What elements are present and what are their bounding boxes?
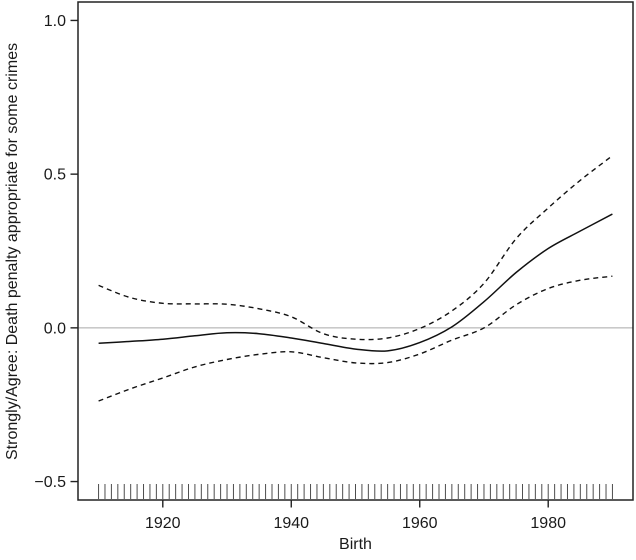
y-tick-label: 0.0 — [44, 320, 66, 337]
y-tick-label: 0.5 — [44, 167, 66, 184]
x-tick-label: 1920 — [145, 515, 181, 532]
upper-confidence-band-curve — [98, 155, 613, 341]
x-tick-label: 1940 — [273, 515, 309, 532]
y-axis-title: Strongly/Agree: Death penalty appropriat… — [4, 42, 21, 460]
gam-fit-curve — [98, 213, 613, 353]
y-tick-label: −0.5 — [34, 474, 66, 491]
x-axis-title: Birth — [339, 536, 372, 553]
plot-box — [77, 1, 634, 501]
x-tick-label: 1980 — [530, 515, 566, 532]
y-tick-label: 1.0 — [44, 13, 66, 30]
x-tick-label: 1960 — [402, 515, 438, 532]
lower-confidence-band-curve — [98, 275, 613, 402]
